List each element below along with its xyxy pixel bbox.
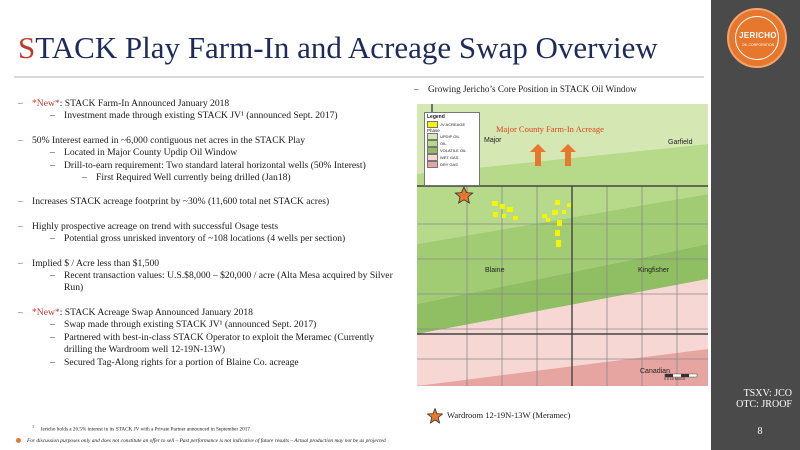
bullet-level-2: Drill-to-earn requirement: Two standard …	[14, 159, 394, 173]
bullet-text: Potential gross unrisked inventory of ~1…	[64, 233, 346, 245]
new-tag: *New*	[32, 306, 60, 318]
star-icon	[426, 407, 444, 424]
new-tag: *New*	[32, 98, 60, 109]
farm-in-label: Major County Farm-In Acreage	[496, 124, 604, 134]
bullet-level-1: *New*: STACK Farm-In Announced January 2…	[14, 98, 394, 111]
legend-item-wet-gas: WET GAS	[440, 155, 459, 160]
band-oil-2	[417, 194, 708, 304]
band-updip-oil	[417, 104, 708, 174]
bullet-text: Drill-to-earn requirement: Two standard …	[64, 159, 366, 171]
legend-title: Legend	[427, 114, 445, 120]
wardroom-well-marker	[454, 186, 474, 204]
bullet-text: First Required Well currently being dril…	[96, 172, 291, 184]
bullet-text: Secured Tag-Along rights for a portion o…	[64, 356, 299, 368]
logo-name: JERICHO	[739, 31, 777, 40]
legend-item-volatile-oil: VOLATILE OIL	[440, 148, 467, 153]
jv-acreage-blocks	[492, 200, 571, 247]
bullet-gap	[14, 209, 394, 221]
bullet-text: Recent transaction values: U.S.$8,000 – …	[64, 270, 393, 294]
band-oil	[417, 144, 708, 244]
bullet-level-1: Increases STACK acreage footprint by ~30…	[14, 196, 394, 209]
bullet-level-2: Potential gross unrisked inventory of ~1…	[14, 233, 394, 246]
bullet-level-1: *New*: STACK Acreage Swap Announced Janu…	[14, 306, 394, 320]
legend-item-dry-gas: DRY GAS	[440, 162, 458, 167]
bullet-text: 50% Interest earned in ~6,000 contiguous…	[32, 134, 305, 146]
swatch-volatile-oil	[427, 147, 438, 154]
map-scale-label: 0 5 10 MILES	[664, 377, 686, 381]
disclaimer-text: For discussion purposes only and does no…	[27, 438, 386, 444]
ticker-tsxv: TSXV: JCO	[743, 388, 792, 399]
legend-jv-acreage: JV ACREAGE	[440, 122, 466, 127]
band-dry-gas	[417, 349, 708, 386]
well-legend: Wardroom 12-19N-13W (Meramec)	[426, 407, 570, 426]
logo-subtitle: OIL CORPORATION	[741, 43, 775, 47]
footnote-text: Jericho holds a 26.5% interest in its ST…	[40, 426, 250, 433]
bullet-gap	[14, 295, 394, 307]
swatch-jv-acreage	[427, 121, 438, 128]
bullet-gap	[14, 123, 394, 135]
title-divider	[14, 76, 704, 78]
county-label-canadian: Canadian	[640, 368, 670, 375]
footnote-mark: 1	[32, 424, 34, 429]
bullet-text: Implied $ / Acre less than $1,500	[32, 257, 160, 269]
bullet-text: Investment made through existing STACK J…	[64, 110, 338, 122]
bullet-level-1: 50% Interest earned in ~6,000 contiguous…	[14, 134, 394, 148]
right-sidebar	[711, 0, 800, 450]
title-rest: TACK Play Farm-In and Acreage Swap Overv…	[35, 30, 658, 65]
bullet-level-2: Investment made through existing STACK J…	[14, 110, 394, 123]
footnote: 1 Jericho holds a 26.5% interest in its …	[32, 424, 250, 433]
page-title: STACK Play Farm-In and Acreage Swap Over…	[18, 30, 658, 66]
jericho-logo: JERICHO OIL CORPORATION	[727, 8, 787, 68]
legend-phase-title: Phase	[427, 128, 440, 133]
bullet-level-2: Partnered with best-in-class STACK Opera…	[14, 332, 394, 357]
county-label-major: Major	[484, 137, 502, 144]
bullet-level-3: First Required Well currently being dril…	[14, 172, 394, 185]
bullet-level-2: Secured Tag-Along rights for a portion o…	[14, 356, 394, 370]
well-legend-label: Wardroom 12-19N-13W (Meramec)	[447, 410, 571, 420]
band-volatile-oil	[417, 244, 708, 334]
map-caption: Growing Jericho’s Core Position in STACK…	[414, 84, 637, 94]
legend-item-oil: OIL	[440, 141, 447, 146]
bullet-level-1: Highly prospective acreage on trend with…	[14, 220, 394, 234]
swatch-updip-oil	[427, 133, 438, 140]
map-legend: Legend JV ACREAGE Phase UPDIP OIL OIL VO…	[424, 112, 480, 186]
bullet-text: Partnered with best-in-class STACK Opera…	[64, 331, 375, 356]
orange-dot-icon	[16, 438, 21, 444]
bullet-text: Located in Major County Updip Oil Window	[64, 147, 238, 159]
title-first-letter: S	[18, 30, 36, 65]
bullet-level-2: Recent transaction values: U.S.$8,000 – …	[14, 270, 394, 295]
bullet-list: *New*: STACK Farm-In Announced January 2…	[14, 98, 394, 369]
county-label-blaine: Blaine	[485, 267, 505, 274]
county-label-garfield: Garfield	[668, 139, 693, 146]
legend-item-updip-oil: UPDIP OIL	[440, 134, 460, 139]
swatch-wet-gas	[427, 154, 438, 161]
bullet-text: Increases STACK acreage footprint by ~30…	[32, 196, 330, 208]
county-label-kingfisher: Kingfisher	[638, 267, 670, 274]
swatch-dry-gas	[427, 161, 438, 168]
ticker-symbols: TSXV: JCO OTC: JROOF	[722, 388, 792, 410]
bullet-level-2: Located in Major County Updip Oil Window	[14, 147, 394, 160]
page-number: 8	[757, 426, 763, 437]
bullet-gap	[14, 246, 394, 258]
bullet-text: Swap made through existing STACK JV¹ (an…	[64, 319, 317, 331]
ticker-otc: OTC: JROOF	[736, 399, 792, 410]
bullet-text: : STACK Farm-In Announced January 2018	[59, 98, 230, 109]
bullet-level-1: Implied $ / Acre less than $1,500	[14, 257, 394, 271]
growth-arrows	[530, 144, 576, 166]
bullet-level-2: Swap made through existing STACK JV¹ (an…	[14, 319, 394, 332]
bullet-gap	[14, 184, 394, 196]
swatch-oil	[427, 140, 438, 147]
bullet-text: Highly prospective acreage on trend with…	[32, 220, 279, 232]
bullet-text: : STACK Acreage Swap Announced January 2…	[59, 306, 253, 318]
disclaimer: For discussion purposes only and does no…	[16, 438, 386, 444]
